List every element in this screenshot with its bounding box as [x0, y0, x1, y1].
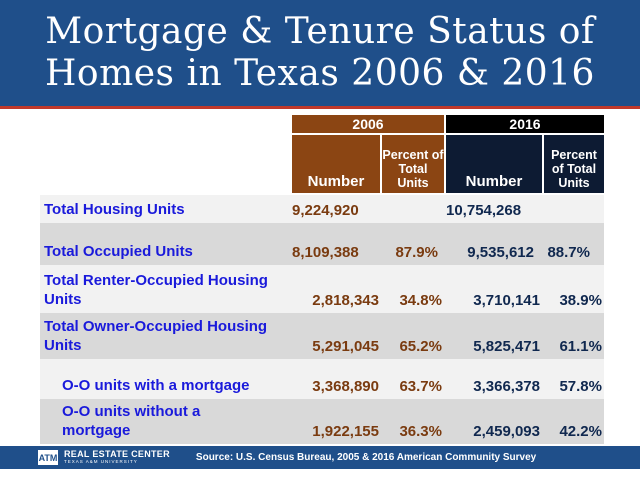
value-number-2016: 3,710,141	[473, 292, 540, 309]
value-number-2006: 1,922,155	[312, 423, 379, 440]
value-number-2006: 2,818,343	[312, 292, 379, 309]
value-percent-2006: 87.9%	[395, 244, 438, 261]
footer-bar: ATM REAL ESTATE CENTER TEXAS A&M UNIVERS…	[0, 446, 640, 469]
row-label: Total Housing Units	[44, 201, 185, 218]
value-number-2006: 8,109,388	[292, 244, 359, 261]
value-number-2016: 3,366,378	[473, 378, 540, 395]
table-row: O-O units with a mortgage 3,368,890 63.7…	[40, 359, 604, 399]
value-number-2006: 9,224,920	[292, 202, 359, 219]
value-percent-2006: 34.8%	[399, 292, 442, 309]
value-percent-2016: 88.7%	[547, 244, 590, 261]
value-percent-2006: 36.3%	[399, 423, 442, 440]
value-number-2016: 2,459,093	[473, 423, 540, 440]
row-label: O-O units with a mortgage	[62, 377, 250, 394]
value-percent-2016: 61.1%	[559, 338, 602, 355]
value-percent-2016: 42.2%	[559, 423, 602, 440]
column-header-number-2006: Number	[292, 135, 380, 193]
row-label: O-O units without a mortgage	[62, 403, 201, 439]
table-row: Total Housing Units 9,224,920 10,754,268	[40, 195, 604, 223]
value-number-2006: 5,291,045	[312, 338, 379, 355]
row-label: Total Owner-Occupied Housing Units	[44, 318, 268, 354]
value-number-2016: 5,825,471	[473, 338, 540, 355]
year-header-2006: 2006	[292, 115, 444, 133]
year-header-2016: 2016	[446, 115, 604, 133]
column-header-percent-2006: Percent of Total Units	[382, 135, 444, 193]
slide-title-line-1: Mortgage & Tenure Status of	[45, 11, 595, 52]
table-row: Total Occupied Units 8,109,388 87.9% 9,5…	[40, 223, 604, 265]
value-percent-2016: 57.8%	[559, 378, 602, 395]
value-number-2006: 3,368,890	[312, 378, 379, 395]
texas-am-logo-icon: ATM	[38, 450, 58, 465]
slide-title-line-2: Homes in Texas 2006 & 2016	[45, 53, 595, 94]
logo-name: REAL ESTATE CENTER	[64, 448, 170, 459]
value-number-2016: 10,754,268	[446, 202, 522, 219]
table-row: Total Renter-Occupied Housing Units 2,81…	[40, 265, 604, 313]
column-header-number-2016: Number	[446, 135, 542, 193]
table-row: O-O units without a mortgage 1,922,155 3…	[40, 399, 604, 444]
row-label: Total Renter-Occupied Housing Units	[44, 272, 268, 308]
value-percent-2006: 65.2%	[399, 338, 442, 355]
center-logo: REAL ESTATE CENTER TEXAS A&M UNIVERSITY	[64, 448, 170, 466]
source-note: Source: U.S. Census Bureau, 2005 & 2016 …	[195, 452, 537, 463]
logo-subtitle: TEXAS A&M UNIVERSITY	[64, 458, 138, 464]
value-percent-2006: 63.7%	[399, 378, 442, 395]
column-header-percent-2016: Percent of Total Units	[544, 135, 604, 193]
value-number-2016: 9,535,612	[467, 244, 534, 261]
table-row: Total Owner-Occupied Housing Units 5,291…	[40, 313, 604, 359]
row-label: Total Occupied Units	[44, 243, 193, 260]
value-percent-2016: 38.9%	[559, 292, 602, 309]
title-bar: Mortgage & Tenure Status of Homes in Tex…	[0, 0, 640, 109]
